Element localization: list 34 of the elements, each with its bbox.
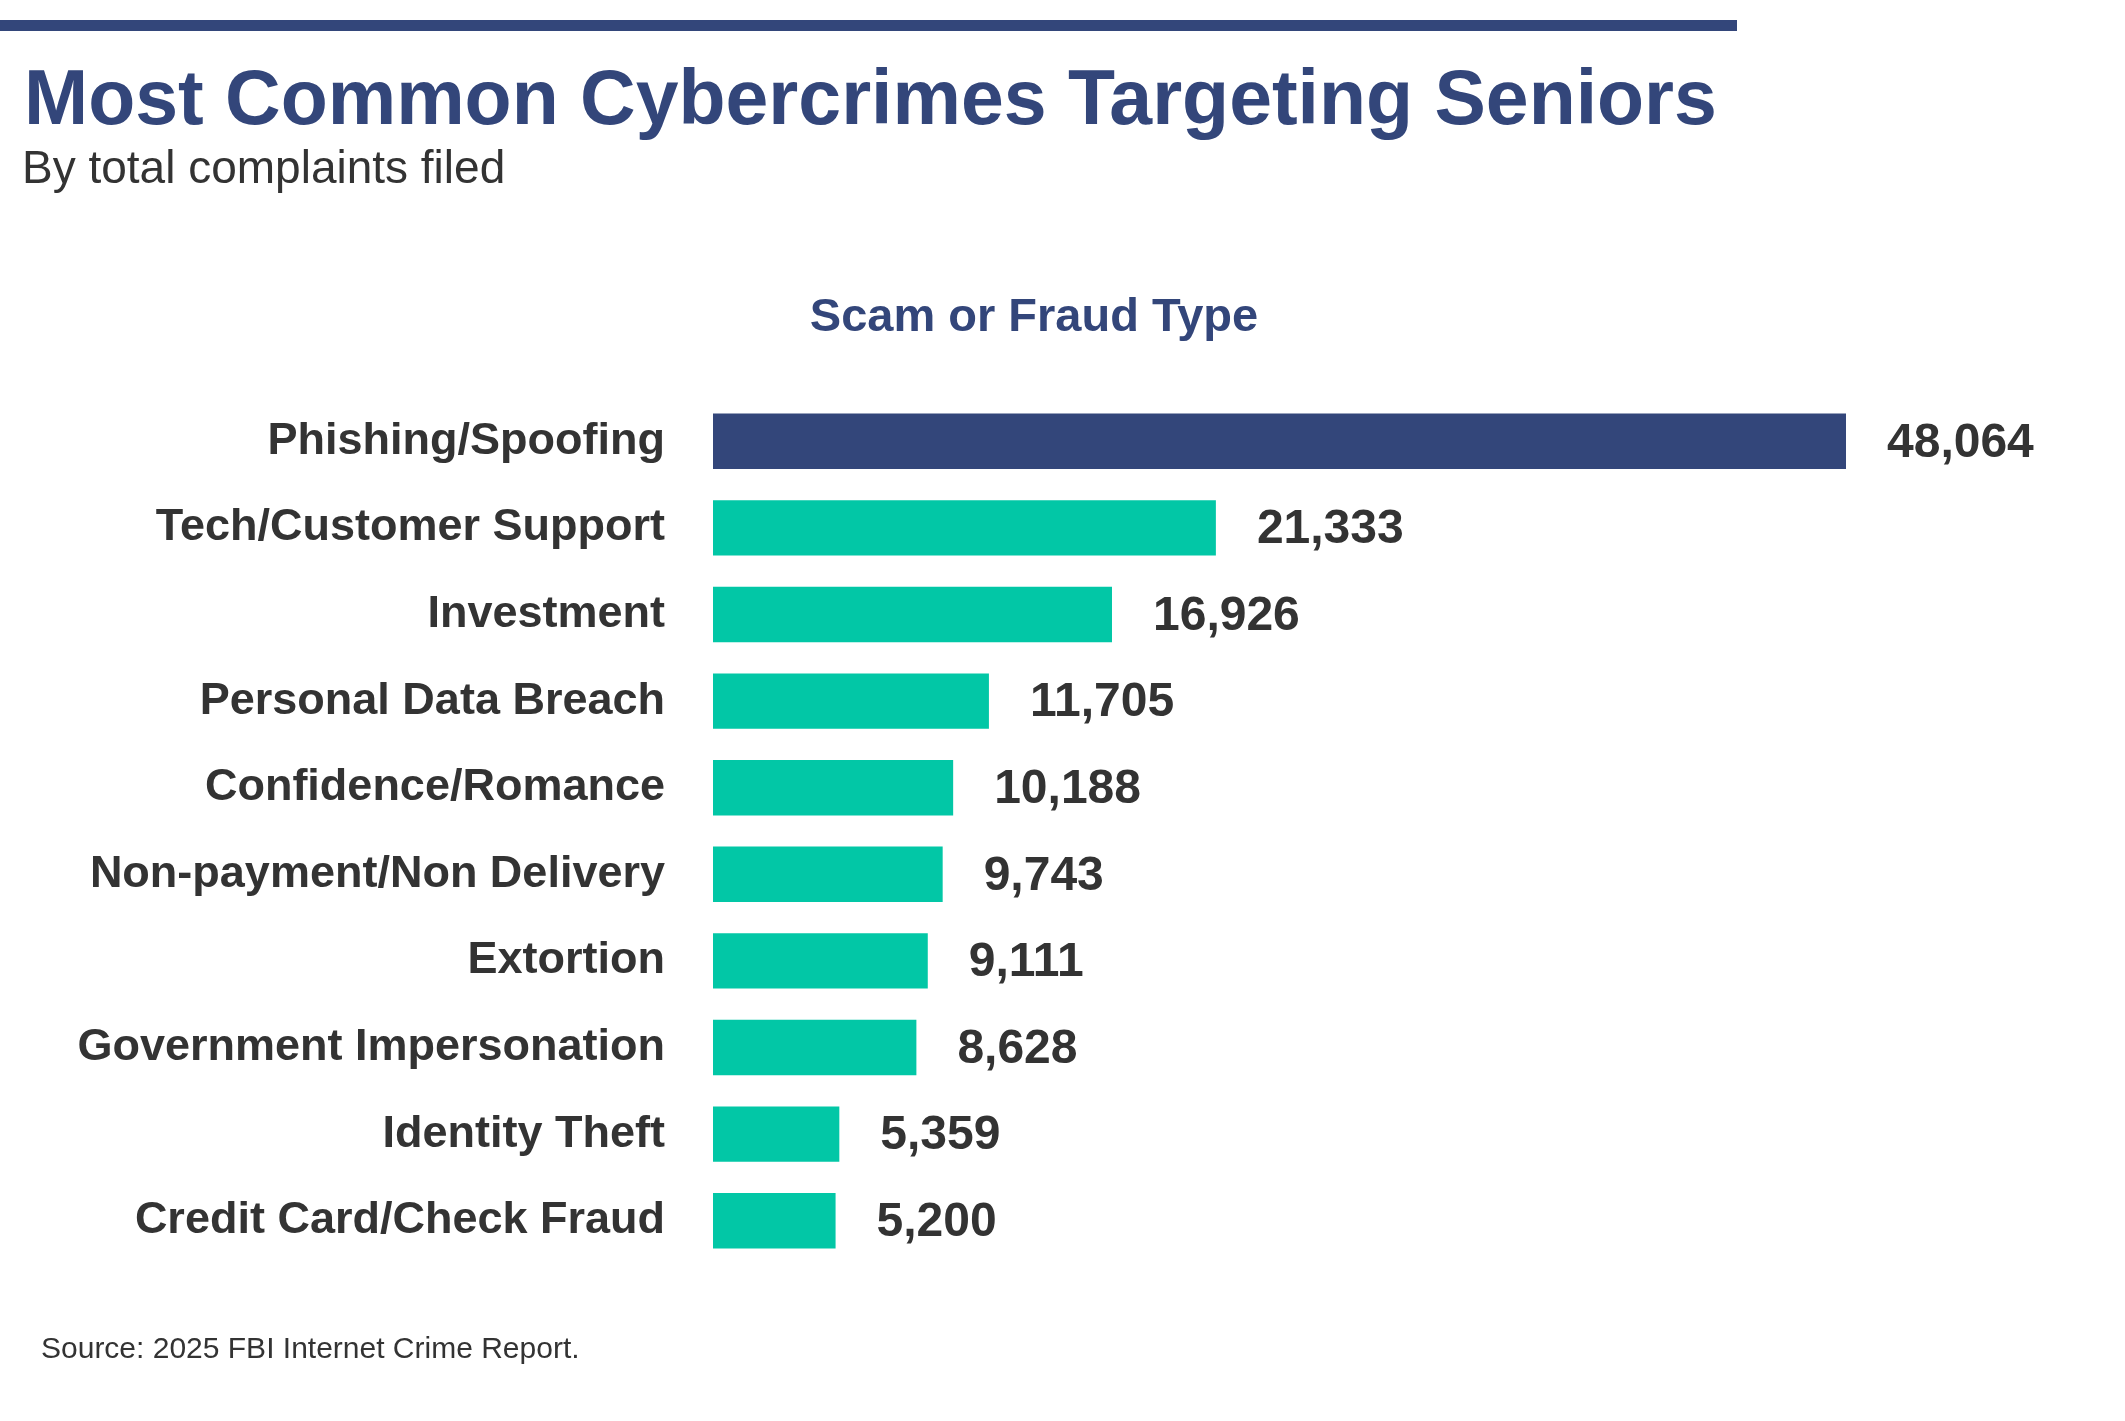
bar [713, 586, 1112, 643]
y-axis-title: Scam or Fraud Type [809, 288, 1259, 343]
data-label: 21,333 [1256, 500, 1404, 554]
bar [713, 846, 943, 903]
data-label: 8,628 [957, 1019, 1078, 1073]
data-label: 5,359 [880, 1106, 1001, 1160]
y-tick-label: Extortion [467, 932, 665, 984]
data-label: 11,705 [1029, 673, 1175, 727]
chart-title: Most Common Cybercrimes Targeting Seniors [24, 53, 1717, 142]
text: By total complaints filed [22, 141, 506, 194]
y-tick-label: Credit Card/Check Fraud [134, 1192, 665, 1244]
y-tick-label: Government Impersonation [77, 1018, 665, 1070]
bar [713, 1019, 917, 1076]
data-label: 9,111 [968, 933, 1084, 987]
bar [713, 1106, 840, 1162]
bar [713, 1192, 836, 1249]
source-note: Source: 2025 FBI Internet Crime Report. [41, 1331, 580, 1366]
data-label: 10,188 [994, 759, 1141, 813]
y-tick-label: Identity Theft [382, 1105, 666, 1157]
y-tick-label: Investment [427, 585, 665, 637]
bar [713, 759, 954, 816]
data-label: 9,743 [983, 846, 1104, 900]
data-label: 48,064 [1887, 413, 2035, 467]
bar [713, 673, 989, 729]
data-label: 5,200 [876, 1192, 997, 1246]
y-tick-label: Confidence/Romance [204, 759, 665, 811]
y-tick-label: Phishing/Spoofing [267, 412, 665, 464]
bar [713, 500, 1216, 556]
data-label: 16,926 [1152, 586, 1300, 640]
y-tick-label: Non-payment/Non Delivery [89, 845, 665, 897]
y-tick-label: Tech/Customer Support [155, 499, 666, 551]
bar [713, 933, 928, 989]
bar [713, 413, 1846, 470]
y-tick-label: Personal Data Breach [199, 672, 665, 724]
